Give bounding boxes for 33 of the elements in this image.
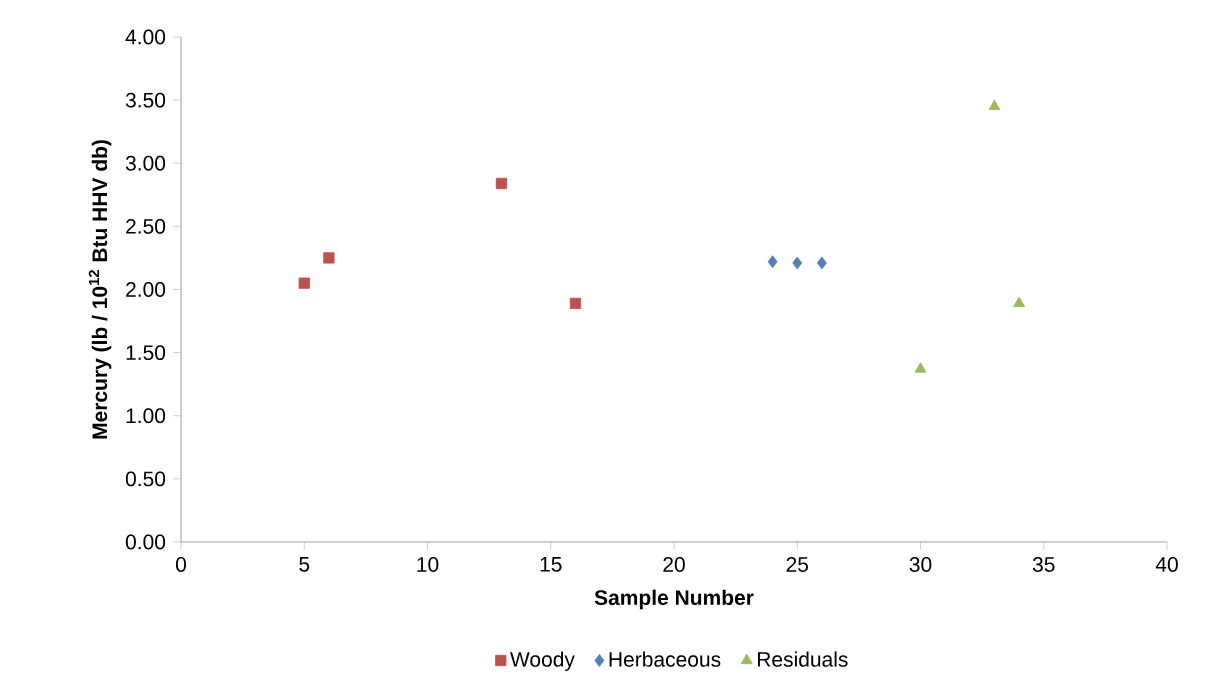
legend-label: Herbaceous: [609, 651, 721, 667]
x-tick-label: 20: [663, 557, 685, 572]
point: [767, 255, 778, 269]
point: [1013, 296, 1026, 307]
y-tick-label: 2.50: [126, 218, 166, 234]
y-tick-label: 1.00: [126, 408, 166, 424]
x-tick-label: 10: [417, 557, 439, 572]
point: [298, 277, 310, 289]
y-tick-label: 3.00: [125, 155, 166, 171]
point: [495, 177, 508, 190]
legend-label: Residuals: [757, 651, 848, 667]
y-axis-title: Mercury (lb / 10$^{12}$ Btu HHV db): [88, 140, 112, 439]
x-tick-label: 25: [786, 557, 809, 572]
y-tick-label: 0.50: [125, 471, 166, 487]
x-tick-label: 30: [909, 557, 932, 572]
y-tick-label: 0.00: [125, 534, 166, 550]
point: [914, 362, 927, 373]
x-tick-label: 5: [299, 557, 310, 572]
y-tick-label: 4.00: [125, 29, 166, 45]
x-tick-label: 0: [175, 557, 187, 572]
y-tick-label: 2.00: [126, 282, 166, 297]
y-tick-label: 1.50: [126, 345, 166, 361]
y-tick-label: 3.50: [125, 92, 166, 108]
legend-label: Woody: [510, 651, 575, 671]
x-tick-label: 35: [1032, 557, 1055, 572]
point: [323, 252, 335, 264]
point: [569, 297, 581, 309]
x-axis-title: Sample Number: [594, 589, 754, 610]
x-tick-label: 15: [540, 557, 562, 572]
x-tick-label: 40: [1155, 557, 1178, 572]
point: [792, 256, 803, 270]
point: [817, 256, 827, 270]
point: [988, 99, 1001, 111]
